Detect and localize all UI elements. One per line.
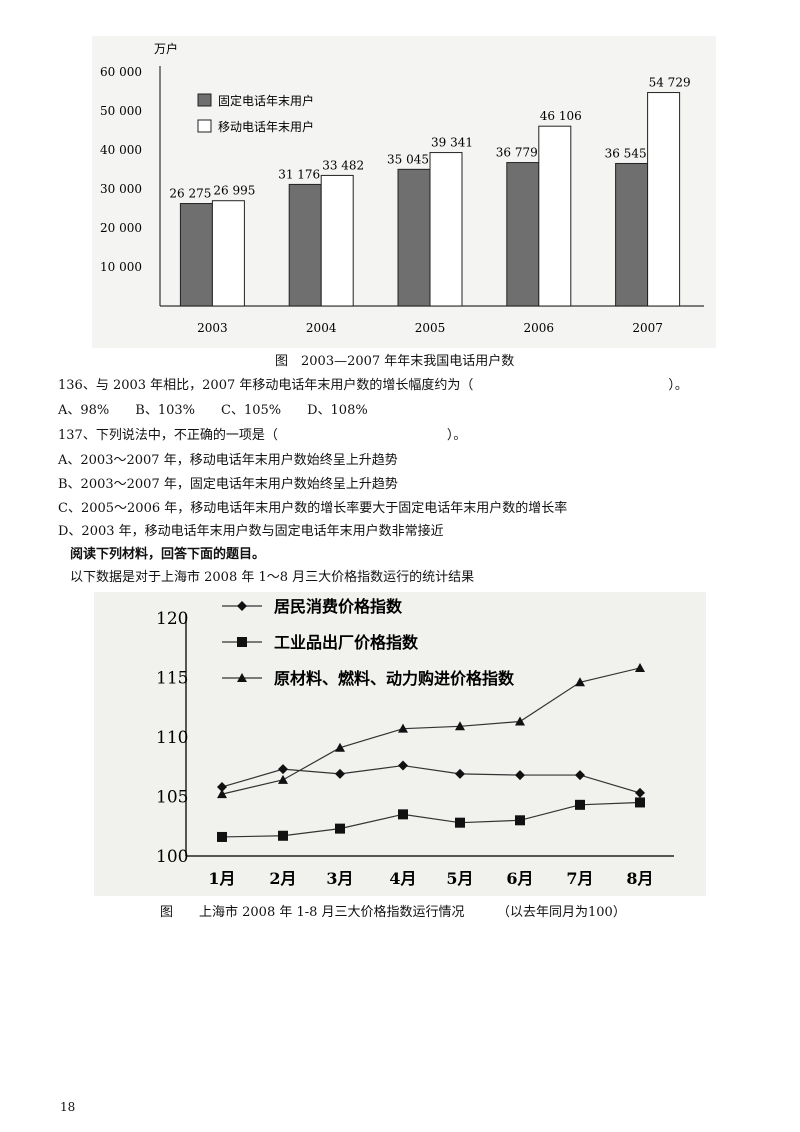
x-tick-label: 1月: [208, 869, 235, 888]
fixed-line-bar: [506, 162, 540, 307]
square-point: [515, 815, 525, 826]
triangle-point: [335, 742, 345, 752]
x-tick-label: 2007: [632, 321, 663, 335]
y-tick-label: 120: [156, 609, 188, 629]
bar-data-label: 46 106: [540, 109, 582, 123]
bar-data-label: 35 045: [387, 152, 429, 166]
diamond-point: [455, 768, 465, 779]
square-point: [635, 797, 645, 808]
line-chart-caption: 图 上海市 2008 年 1-8 月三大价格指数运行情况: [160, 905, 465, 920]
mobile-bar: [647, 92, 681, 307]
legend-marker: [237, 637, 247, 647]
y-tick-label: 20 000: [100, 221, 142, 235]
y-axis-unit-label: 万户: [154, 41, 178, 56]
fixed-line-bar: [397, 168, 431, 307]
bar-data-label: 36 545: [605, 146, 647, 160]
triangle-point: [455, 721, 465, 731]
legend-label: 移动电话年末用户: [218, 119, 314, 134]
question-136: 136、与 2003 年相比，2007 年移动电话年末用户数的增长幅度约为（ ）…: [58, 378, 688, 393]
diamond-point: [217, 781, 227, 792]
x-tick-label: 2003: [197, 321, 228, 335]
question-137: 137、下列说法中，不正确的一项是（ ）。: [58, 428, 467, 443]
triangle-point: [278, 774, 288, 784]
mobile-bar: [538, 125, 572, 307]
square-point: [575, 799, 585, 810]
legend-label: 原材料、燃料、动力购进价格指数: [274, 669, 515, 688]
question-137-option-c: C、2005～2006 年，移动电话年末用户数的增长率要大于固定电话年末用户数的…: [58, 501, 568, 516]
bar-data-label: 26 275: [169, 187, 211, 201]
y-tick-label: 30 000: [100, 182, 142, 196]
square-point: [335, 823, 345, 834]
bar-chart: 万户 10 000 20 000 30 000 40 000 50 000 60 000 20…: [100, 41, 704, 335]
legend-label: 工业品出厂价格指数: [274, 633, 419, 652]
diamond-point: [398, 760, 408, 771]
square-point: [217, 831, 227, 842]
triangle-point: [575, 677, 585, 687]
x-tick-label: 2月: [269, 869, 296, 888]
page-number: 18: [60, 1100, 76, 1114]
legend-marker: [237, 673, 247, 682]
legend-label: 居民消费价格指数: [274, 597, 403, 616]
question-137-option-b: B、2003～2007 年，固定电话年末用户数始终呈上升趋势: [58, 477, 398, 492]
question-136-options: A、98% B、103% C、105% D、108%: [58, 403, 368, 418]
x-tick-label: 8月: [626, 869, 653, 888]
square-point: [398, 809, 408, 820]
section-heading: 阅读下列材料，回答下面的题目。: [70, 547, 266, 562]
x-tick-label: 4月: [389, 869, 416, 888]
x-tick-label: 3月: [326, 869, 353, 888]
mobile-bar: [320, 174, 354, 307]
diamond-point: [515, 770, 525, 781]
legend-swatch-mobile: [197, 119, 212, 133]
x-tick-label: 7月: [566, 869, 593, 888]
legend-swatch-fixed: [197, 93, 212, 107]
line-chart-caption-note: （以去年同月为100）: [497, 905, 626, 920]
mobile-bar: [429, 152, 463, 307]
y-tick-label: 60 000: [100, 65, 142, 79]
triangle-point: [217, 789, 227, 799]
triangle-point: [515, 716, 525, 726]
square-series-line: [221, 801, 641, 838]
y-tick-label: 105: [156, 788, 188, 808]
bar-data-label: 54 729: [649, 76, 691, 90]
y-tick-label: 10 000: [100, 260, 142, 274]
triangle-point: [635, 662, 645, 672]
line-chart: 100 105 110 115 120 1月 2月 3月 4月 5月 6月 7月 8月 居民消费价格指数工…: [156, 597, 674, 888]
mobile-bar: [211, 200, 245, 307]
x-tick-label: 5月: [446, 869, 473, 888]
x-tick-label: 2005: [415, 321, 446, 335]
square-point: [455, 817, 465, 828]
y-tick-label: 110: [156, 728, 188, 748]
triangle-series-line: [221, 667, 641, 795]
diamond-point: [575, 770, 585, 781]
fixed-line-bar: [179, 203, 213, 307]
bar-data-label: 31 176: [278, 167, 320, 181]
bar-data-label: 36 779: [496, 146, 538, 160]
y-tick-label: 40 000: [100, 143, 142, 157]
x-tick-label: 2006: [524, 321, 555, 335]
section-intro: 以下数据是对于上海市 2008 年 1～8 月三大价格指数运行的统计结果: [70, 570, 475, 585]
diamond-point: [635, 787, 645, 798]
y-tick-label: 115: [156, 669, 188, 689]
bar-data-label: 33 482: [322, 158, 364, 172]
y-tick-label: 50 000: [100, 104, 142, 118]
legend-label: 固定电话年末用户: [218, 93, 314, 108]
triangle-point: [398, 723, 408, 733]
y-tick-label: 100: [156, 847, 188, 867]
bar-data-label: 39 341: [431, 136, 473, 150]
line-chart-background: [94, 592, 706, 896]
diamond-series-line: [221, 764, 641, 794]
legend-marker: [237, 601, 247, 611]
x-tick-label: 2004: [306, 321, 337, 335]
diamond-point: [278, 764, 288, 775]
x-tick-label: 6月: [506, 869, 533, 888]
fixed-line-bar: [615, 162, 649, 307]
question-137-option-a: A、2003～2007 年，移动电话年末用户数始终呈上升趋势: [58, 453, 398, 468]
bar-data-label: 26 995: [213, 184, 255, 198]
square-point: [278, 830, 288, 841]
fixed-line-bar: [288, 183, 322, 307]
question-137-option-d: D、2003 年，移动电话年末用户数与固定电话年末用户数非常接近: [58, 524, 444, 539]
bar-chart-caption: 图 2003—2007 年年末我国电话用户数: [275, 354, 515, 369]
diamond-point: [335, 768, 345, 779]
